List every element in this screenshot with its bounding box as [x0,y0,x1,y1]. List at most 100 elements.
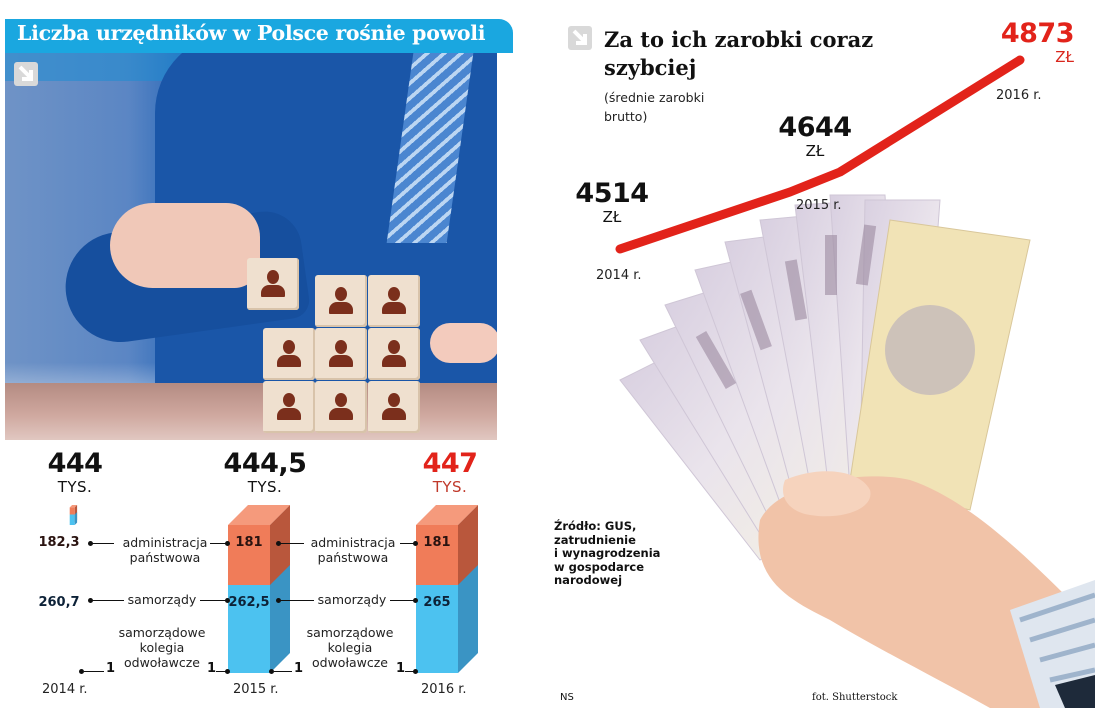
value-administracja: 181 [235,535,263,550]
wage-2016: 4873 ZŁ [984,18,1075,67]
source-line: Źródło: GUS, [554,519,637,533]
wage-value: 4514 [575,178,649,209]
year-label: 2014 r. [42,682,88,697]
connector-dot [225,669,230,674]
year-label: 2016 r. [996,88,1042,103]
connector-line [280,600,314,601]
value-administracja: 181 [423,535,451,550]
wage-value: 4873 [1000,18,1075,49]
person-icon [382,287,406,317]
connector-line [405,671,414,672]
wage-2014: 4514 ZŁ [572,178,652,227]
wage-unit: ZŁ [805,142,825,160]
label-administracja: administracja państwowa [117,535,213,565]
connector-dot [88,541,93,546]
total-unit: TYS. [432,478,468,496]
total-2016: 447 TYS. [405,448,495,497]
label-line: odwoławcze [311,655,388,670]
connector-dot [225,598,230,603]
connector-line [92,600,124,601]
connector-dot [88,598,93,603]
wooden-table [5,383,497,440]
total-2015: 444,5 TYS. [210,448,320,497]
connector-dot [413,598,418,603]
connector-line [390,600,414,601]
person-icon [261,270,285,300]
value-kolegia: 1 [396,661,406,676]
connector-dot [79,669,84,674]
connector-line [210,543,226,544]
wage-2015: 4644 ZŁ [770,112,860,161]
subtitle-line: brutto) [604,109,648,124]
label-kolegia: samorządowe kolegia odwoławcze [118,625,206,670]
total-value: 447 [422,448,478,479]
wage-unit: ZŁ [1055,48,1074,66]
photo-credit: fot. Shutterstock [812,692,898,703]
value-samorzady: 265 [423,595,451,610]
person-block [368,328,420,380]
source-line: zatrudnienie [554,532,636,547]
total-unit: TYS. [247,478,283,496]
wages-infographic: Za to ich zarobki coraz szybciej (średni… [540,0,1095,708]
connector-line [216,671,226,672]
person-icon [277,393,301,423]
source-line: i wynagrodzenia [554,546,661,560]
person-block [368,381,420,433]
wage-value: 4644 [778,112,852,143]
panel-title: Za to ich zarobki coraz szybciej [604,26,873,82]
label-line: odwoławcze [123,655,200,670]
person-icon [329,340,353,370]
total-value: 444,5 [223,448,307,479]
year-label: 2015 r. [796,198,842,213]
label-line: kolegia [139,640,185,655]
total-value: 444 [47,448,103,479]
year-label: 2014 r. [596,268,642,283]
connector-line [280,543,304,544]
bar-2015: 181 262,5 [228,505,290,673]
resting-hand [430,323,497,363]
person-icon [329,393,353,423]
bar-2016: 181 265 [416,505,478,673]
connector-line [92,543,114,544]
wage-trend-line [612,52,1028,257]
person-block [315,328,367,380]
label-line: państwowa [129,550,201,565]
panel-title: Liczba urzędników w Polsce rośnie powoli [17,21,486,45]
connector-dot [413,669,418,674]
value-administracja: 182,3 [38,535,80,550]
title-banner: Liczba urzędników w Polsce rośnie powoli [5,19,513,53]
source-line: w gospodarce [554,559,645,574]
connector-line [84,671,104,672]
label-line: samorządowe [306,625,394,640]
businessman-blocks-photo [5,53,497,440]
label-samorzady: samorządy [127,592,197,607]
label-line: państwowa [317,550,389,565]
person-icon [329,287,353,317]
officials-infographic: Liczba urzędników w Polsce rośnie powoli… [0,0,520,708]
arrow-down-right-icon [568,26,592,50]
source-note: Źródło: GUS, zatrudnienie i wynagrodzeni… [554,519,661,588]
author-initials: NS [560,692,574,703]
person-block [263,328,315,380]
label-line: samorządowe [118,625,206,640]
value-kolegia: 1 [294,661,304,676]
connector-dot [225,541,230,546]
source-line: narodowej [554,573,623,587]
connector-line [200,600,226,601]
connector-line [274,671,292,672]
title-line: szybciej [604,55,697,80]
bar-2014: 182,3 260,7 [38,505,96,673]
total-2014: 444 TYS. [30,448,120,497]
subtitle-line: (średnie zarobki [604,90,705,105]
hand-holding-block [110,203,260,288]
label-administracja: administracja państwowa [305,535,401,565]
connector-dot [276,598,281,603]
year-label: 2015 r. [233,682,279,697]
label-line: kolegia [327,640,373,655]
wage-unit: ZŁ [602,208,622,226]
person-icon [382,393,406,423]
person-block [315,381,367,433]
title-line: Za to ich zarobki coraz [604,27,874,52]
connector-dot [269,669,274,674]
value-samorzady: 262,5 [228,595,270,610]
